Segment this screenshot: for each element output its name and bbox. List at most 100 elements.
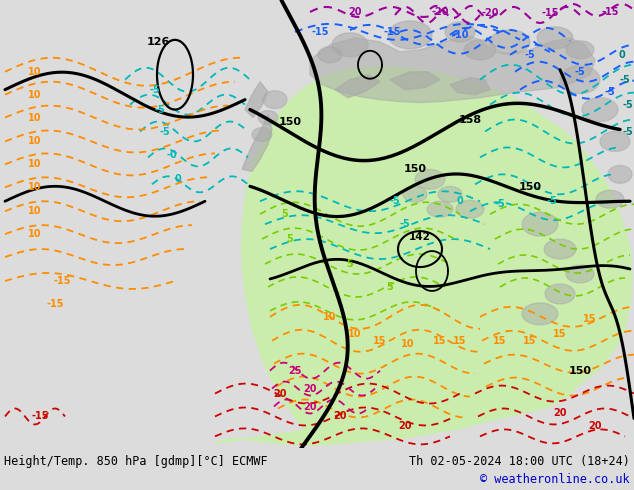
Text: 5: 5 [387, 282, 393, 292]
Polygon shape [464, 40, 496, 60]
Polygon shape [332, 33, 368, 57]
Text: -10: -10 [451, 30, 469, 40]
Polygon shape [310, 35, 595, 102]
Text: -5: -5 [574, 67, 585, 77]
Polygon shape [390, 72, 440, 90]
Polygon shape [258, 111, 278, 124]
Text: -5: -5 [619, 74, 630, 85]
Text: 15: 15 [373, 336, 387, 346]
Polygon shape [456, 200, 484, 218]
Text: 126: 126 [146, 37, 170, 47]
Polygon shape [537, 27, 573, 49]
Polygon shape [245, 82, 268, 118]
Polygon shape [596, 190, 624, 208]
Text: -15: -15 [383, 27, 401, 37]
Text: -15: -15 [53, 276, 71, 286]
Polygon shape [608, 166, 632, 183]
Text: 15: 15 [553, 329, 567, 339]
Text: 0: 0 [619, 50, 625, 60]
Text: 150: 150 [278, 117, 302, 126]
Text: -15: -15 [31, 412, 49, 421]
Polygon shape [445, 22, 475, 42]
Polygon shape [335, 75, 380, 98]
Text: Th 02-05-2024 18:00 UTC (18+24): Th 02-05-2024 18:00 UTC (18+24) [409, 455, 630, 468]
Polygon shape [522, 303, 558, 325]
Polygon shape [252, 127, 272, 142]
Text: 10: 10 [29, 113, 42, 122]
Text: 20: 20 [588, 421, 602, 431]
Text: 15: 15 [453, 336, 467, 346]
Text: 10: 10 [29, 90, 42, 99]
Text: 20: 20 [398, 421, 411, 431]
Text: -15: -15 [601, 7, 619, 17]
Text: 10: 10 [348, 329, 362, 339]
Text: 10: 10 [401, 339, 415, 349]
Polygon shape [450, 78, 490, 95]
Text: 5: 5 [287, 234, 294, 244]
Text: 20: 20 [553, 409, 567, 418]
Text: -5: -5 [547, 196, 557, 206]
Polygon shape [522, 212, 558, 236]
Text: -5: -5 [150, 85, 160, 95]
Polygon shape [600, 131, 630, 151]
Text: -5: -5 [623, 126, 633, 137]
Text: -5: -5 [623, 99, 633, 110]
Text: -5: -5 [495, 199, 505, 209]
Polygon shape [438, 186, 462, 202]
Text: © weatheronline.co.uk: © weatheronline.co.uk [481, 473, 630, 487]
Text: -15: -15 [311, 27, 329, 37]
Text: -0: -0 [167, 150, 178, 160]
Polygon shape [242, 115, 272, 172]
Text: -5: -5 [605, 87, 616, 97]
Polygon shape [545, 284, 575, 304]
Polygon shape [403, 186, 427, 202]
Text: -5: -5 [524, 50, 535, 60]
Text: 20: 20 [273, 389, 287, 398]
Text: -20: -20 [481, 8, 499, 18]
Text: 10: 10 [29, 67, 42, 77]
Text: -5: -5 [399, 219, 410, 229]
Text: 0: 0 [174, 174, 181, 184]
Polygon shape [215, 67, 632, 445]
Polygon shape [318, 47, 342, 63]
Text: 20: 20 [333, 412, 347, 421]
Text: 15: 15 [583, 314, 597, 324]
Polygon shape [415, 170, 445, 189]
Text: 142: 142 [409, 232, 431, 242]
Text: 15: 15 [493, 336, 507, 346]
Text: 0: 0 [456, 196, 463, 206]
Text: 10: 10 [29, 159, 42, 170]
Text: -15: -15 [541, 8, 559, 18]
Text: 150: 150 [403, 164, 427, 174]
Text: 10: 10 [29, 137, 42, 147]
Polygon shape [427, 201, 453, 217]
Text: -5: -5 [160, 126, 171, 137]
Text: 150: 150 [519, 182, 541, 192]
Polygon shape [490, 30, 530, 54]
Text: 25: 25 [288, 366, 302, 376]
Text: -5: -5 [390, 196, 401, 206]
Text: 10: 10 [29, 182, 42, 192]
Text: 15: 15 [523, 336, 537, 346]
Text: 20: 20 [348, 7, 362, 17]
Text: 5: 5 [347, 259, 353, 269]
Text: 10: 10 [323, 312, 337, 322]
Polygon shape [388, 21, 432, 49]
Text: 15: 15 [433, 336, 447, 346]
Polygon shape [566, 41, 594, 59]
Text: 10: 10 [29, 229, 42, 239]
Polygon shape [263, 91, 287, 109]
Text: Height/Temp. 850 hPa [gdmp][°C] ECMWF: Height/Temp. 850 hPa [gdmp][°C] ECMWF [4, 455, 268, 468]
Text: -20: -20 [431, 7, 449, 17]
Text: 20: 20 [303, 401, 317, 412]
Polygon shape [566, 265, 594, 283]
Polygon shape [560, 66, 600, 94]
Text: -5: -5 [155, 104, 165, 115]
Text: 20: 20 [303, 384, 317, 393]
Text: 10: 10 [29, 206, 42, 216]
Text: -15: -15 [46, 299, 64, 309]
Text: 158: 158 [458, 115, 482, 124]
Text: 150: 150 [569, 366, 592, 376]
Polygon shape [544, 239, 576, 259]
Text: 5: 5 [281, 209, 288, 219]
